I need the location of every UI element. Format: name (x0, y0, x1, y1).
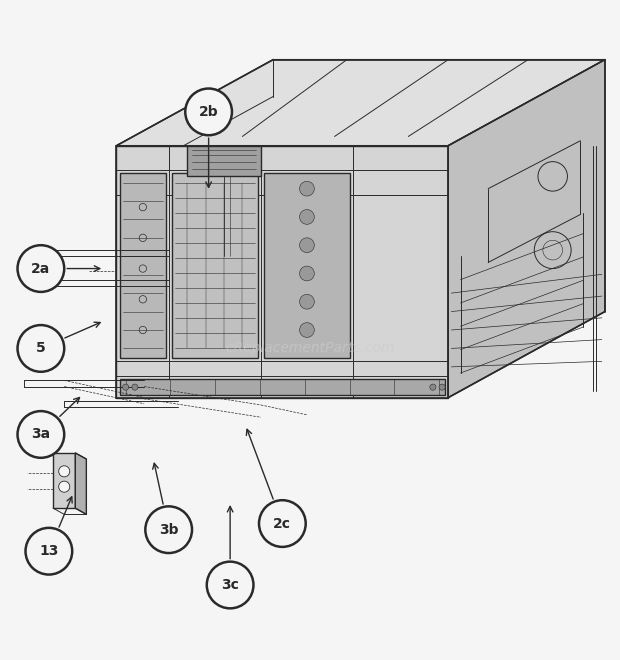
Circle shape (123, 384, 129, 390)
Circle shape (299, 323, 314, 337)
Circle shape (59, 466, 70, 477)
Circle shape (185, 88, 232, 135)
Polygon shape (187, 146, 261, 176)
Text: 3c: 3c (221, 578, 239, 592)
Circle shape (299, 210, 314, 224)
Circle shape (430, 384, 436, 390)
Text: 5: 5 (36, 341, 46, 356)
Text: 2c: 2c (273, 517, 291, 531)
Polygon shape (120, 379, 445, 395)
Circle shape (132, 384, 138, 390)
Circle shape (299, 294, 314, 309)
Text: 3a: 3a (32, 428, 50, 442)
Circle shape (207, 562, 254, 609)
Circle shape (17, 325, 64, 372)
Text: 2a: 2a (31, 261, 50, 276)
Circle shape (439, 384, 445, 390)
Circle shape (59, 481, 70, 492)
Circle shape (299, 238, 314, 253)
Circle shape (17, 246, 64, 292)
Text: 3b: 3b (159, 523, 179, 537)
Circle shape (299, 182, 314, 196)
Circle shape (145, 506, 192, 553)
Circle shape (299, 266, 314, 281)
Polygon shape (117, 59, 605, 146)
Circle shape (25, 528, 72, 575)
Polygon shape (120, 174, 166, 358)
Text: 13: 13 (39, 544, 58, 558)
Text: 2b: 2b (199, 105, 218, 119)
Circle shape (259, 500, 306, 547)
Polygon shape (117, 146, 448, 397)
Polygon shape (172, 174, 258, 358)
Polygon shape (264, 174, 350, 358)
Text: eReplacementParts.com: eReplacementParts.com (225, 341, 395, 356)
Polygon shape (75, 453, 86, 514)
Circle shape (17, 411, 64, 458)
Polygon shape (448, 59, 605, 397)
Polygon shape (53, 453, 75, 508)
